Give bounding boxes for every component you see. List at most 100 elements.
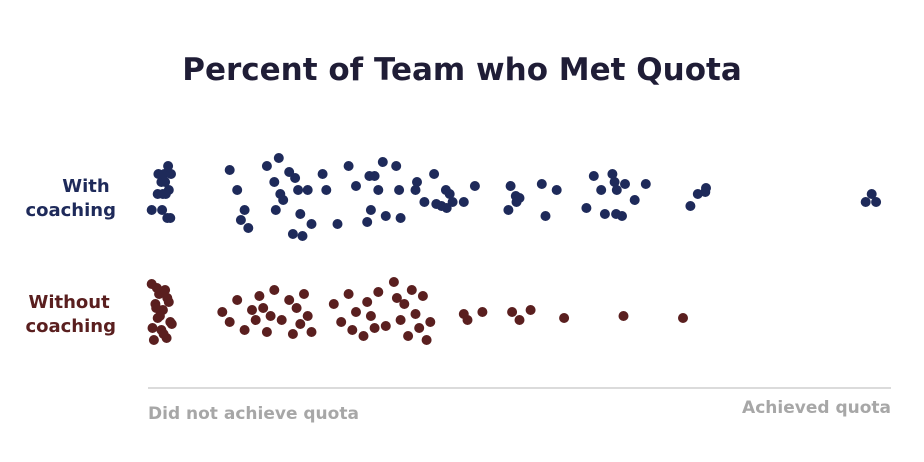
with-coaching-point [685, 201, 696, 211]
with-coaching-point [447, 197, 458, 207]
with-coaching-point [419, 197, 430, 207]
with-coaching-point [343, 161, 354, 171]
with-coaching-point [157, 205, 168, 215]
chart-title: Percent of Team who Met Quota [182, 52, 742, 88]
with-coaching-point [232, 185, 243, 195]
with-coaching-point [692, 189, 703, 199]
with-coaching-point [514, 193, 525, 203]
with-coaching-point [290, 173, 301, 183]
row-label-with-line-2: coaching [25, 200, 116, 221]
without-coaching-point [351, 307, 361, 317]
with-coaching-point [607, 169, 618, 179]
without-coaching-point [406, 285, 417, 295]
without-coaching-point [369, 323, 380, 333]
without-coaching-point [618, 311, 629, 321]
with-coaching-point [160, 177, 171, 187]
with-coaching-point [620, 179, 630, 189]
with-coaching-point [273, 153, 284, 163]
without-coaching-point [265, 311, 276, 321]
without-coaching-point [269, 285, 280, 295]
with-coaching-point [365, 205, 376, 215]
without-coaching-point [425, 317, 436, 327]
without-coaching-point [160, 285, 171, 295]
without-coaching-point [291, 303, 302, 313]
with-coaching-point [505, 181, 516, 191]
without-coaching-point [559, 313, 570, 323]
without-coaching-point [232, 295, 243, 305]
with-coaching-point [391, 161, 402, 171]
with-coaching-point [469, 181, 480, 191]
with-coaching-point [302, 185, 313, 195]
with-coaching-point [278, 195, 289, 205]
with-coaching-point [588, 171, 599, 181]
with-coaching-point [332, 219, 343, 229]
with-coaching-point [261, 161, 272, 171]
with-coaching-point [609, 177, 620, 187]
with-coaching-point [536, 179, 547, 189]
with-coaching-point [380, 211, 391, 221]
with-coaching-point [146, 205, 157, 215]
with-coaching-point [377, 157, 388, 167]
with-coaching-point [581, 203, 592, 213]
with-coaching-point [369, 171, 380, 181]
series-without-coaching [146, 277, 688, 345]
without-coaching-point [403, 331, 414, 341]
with-coaching-point [373, 185, 384, 195]
without-coaching-point [395, 315, 406, 325]
without-coaching-point [399, 299, 410, 309]
with-coaching-point [351, 181, 361, 191]
without-coaching-point [151, 303, 162, 313]
series-with-coaching [146, 153, 882, 241]
without-coaching-point [388, 277, 399, 287]
without-coaching-point [421, 335, 432, 345]
with-coaching-point [629, 195, 640, 205]
without-coaching-point [224, 317, 235, 327]
with-coaching-point [224, 165, 235, 175]
with-coaching-point [270, 205, 281, 215]
without-coaching-point [302, 311, 313, 321]
without-coaching-point [336, 317, 347, 327]
with-coaching-point [429, 169, 440, 179]
with-coaching-point [611, 185, 622, 195]
without-coaching-point [151, 283, 162, 293]
without-coaching-point [247, 305, 257, 315]
without-coaching-point [250, 315, 261, 325]
without-coaching-point [306, 327, 317, 337]
with-coaching-point [871, 197, 882, 207]
with-coaching-point [235, 215, 246, 225]
without-coaching-point [276, 315, 287, 325]
without-coaching-point [507, 307, 518, 317]
with-coaching-point [362, 217, 373, 227]
with-coaching-point [617, 211, 627, 221]
with-coaching-point [297, 231, 308, 241]
without-coaching-point [295, 319, 306, 329]
x-axis-label-left: Did not achieve quota [148, 404, 359, 424]
without-coaching-point [148, 335, 159, 345]
without-coaching-point [162, 293, 173, 303]
without-coaching-point [258, 303, 269, 313]
without-coaching-point [380, 321, 391, 331]
without-coaching-point [678, 313, 688, 323]
with-coaching-point [395, 213, 406, 223]
with-coaching-point [163, 161, 174, 171]
with-coaching-point [317, 169, 328, 179]
with-coaching-point [596, 185, 607, 195]
with-coaching-point [394, 185, 405, 195]
without-coaching-point [477, 307, 488, 317]
row-label-with-line-1: With [62, 176, 109, 197]
with-coaching-point [551, 185, 562, 195]
with-coaching-point [458, 197, 469, 207]
with-coaching-point [860, 197, 871, 207]
with-coaching-point [503, 205, 514, 215]
with-coaching-point [410, 185, 421, 195]
without-coaching-point [299, 289, 309, 299]
without-coaching-point [158, 329, 169, 339]
without-coaching-point [525, 305, 536, 315]
without-coaching-point [514, 315, 525, 325]
without-coaching-point [166, 319, 177, 329]
with-coaching-point [321, 185, 332, 195]
without-coaching-point [261, 327, 272, 337]
without-coaching-point [328, 299, 339, 309]
without-coaching-point [217, 307, 228, 317]
with-coaching-point [866, 189, 877, 199]
